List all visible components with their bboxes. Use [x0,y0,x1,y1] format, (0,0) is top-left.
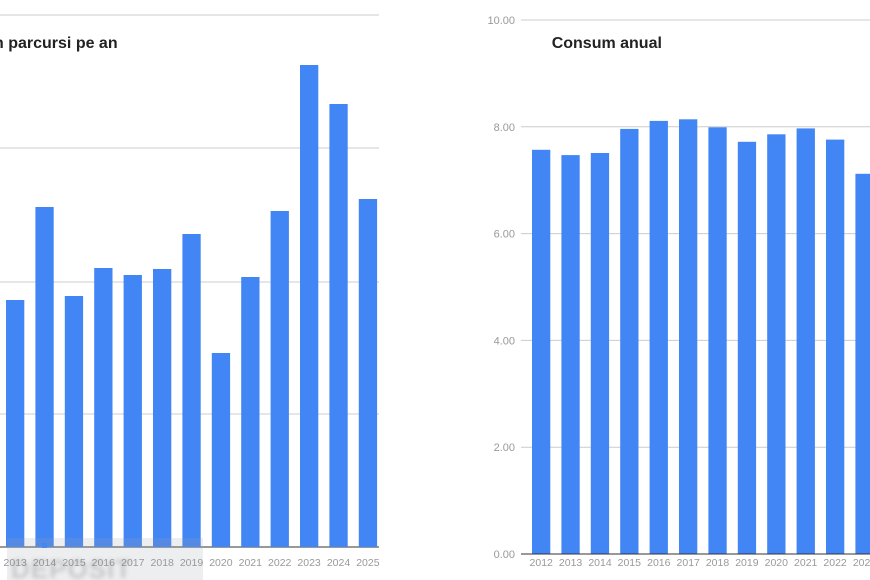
svg-text:2015: 2015 [618,557,642,569]
svg-text:Consum anual: Consum anual [552,35,662,52]
svg-text:2025: 2025 [356,557,380,569]
svg-text:4.00: 4.00 [494,335,515,347]
svg-text:2.00: 2.00 [494,442,515,454]
svg-text:2020: 2020 [209,557,233,569]
svg-text:2013: 2013 [559,557,583,569]
svg-text:2023: 2023 [853,557,870,569]
svg-text:2023: 2023 [297,557,321,569]
svg-text:2017: 2017 [677,557,701,569]
svg-text:8.00: 8.00 [494,122,515,134]
svg-text:2022: 2022 [823,557,847,569]
svg-text:2024: 2024 [327,557,351,569]
svg-text:2018: 2018 [706,557,730,569]
svg-text:2016: 2016 [647,557,671,569]
svg-text:2014: 2014 [588,557,612,569]
svg-text:DEPOSIT: DEPOSIT [11,554,132,580]
svg-text:0.00: 0.00 [494,549,515,561]
svg-text:6.00: 6.00 [494,229,515,241]
svg-text:2012: 2012 [530,557,554,569]
svg-text:Km parcursi pe an: Km parcursi pe an [0,35,118,52]
svg-text:2021: 2021 [239,557,263,569]
svg-text:2021: 2021 [794,557,818,569]
svg-text:2022: 2022 [268,557,292,569]
svg-text:10.00: 10.00 [487,15,515,27]
svg-text:2019: 2019 [735,557,759,569]
svg-text:2020: 2020 [765,557,789,569]
